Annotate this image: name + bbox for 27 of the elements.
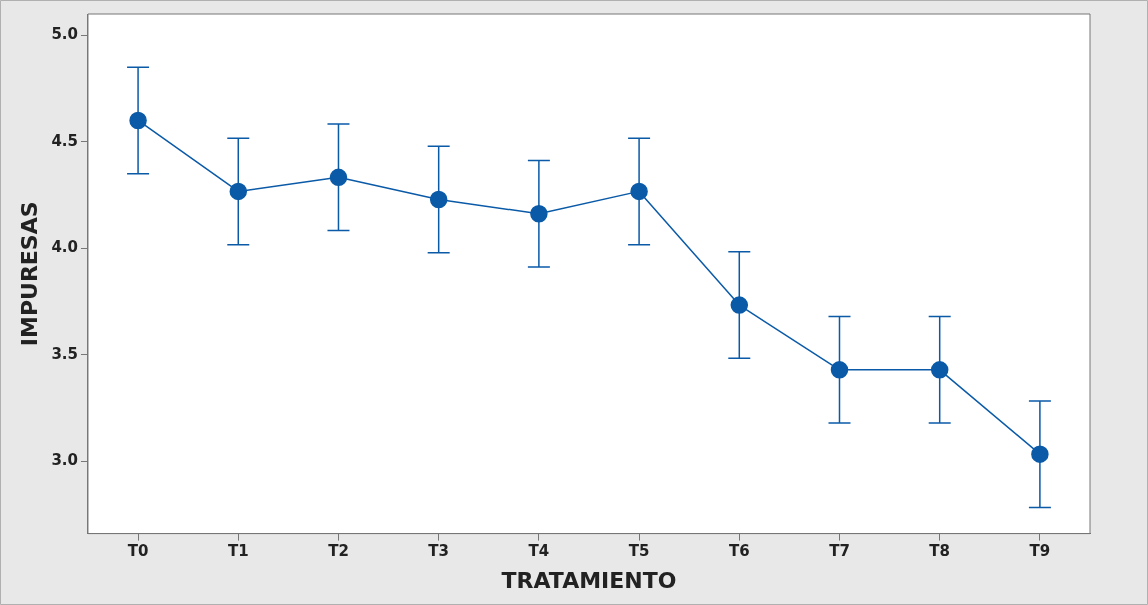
point xyxy=(229,182,248,201)
point xyxy=(429,190,448,209)
point xyxy=(930,361,949,379)
point xyxy=(830,361,849,379)
x-tick-label: T0 xyxy=(127,542,149,561)
x-tick-label: T1 xyxy=(227,542,249,561)
x-tick-label: T2 xyxy=(328,542,349,561)
point xyxy=(730,296,749,314)
x-tick-label: T8 xyxy=(929,542,951,561)
point xyxy=(1031,445,1049,463)
x-tick-label: T5 xyxy=(628,542,650,561)
y-tick-label: 3.5 xyxy=(51,344,78,363)
x-axis-title: TRATAMIENTO xyxy=(501,567,677,593)
x-tick-label: T4 xyxy=(528,542,550,561)
y-tick-label: 4.5 xyxy=(51,131,78,150)
y-tick-label: 5.0 xyxy=(51,25,78,44)
x-tick-label: T7 xyxy=(829,542,850,561)
point xyxy=(630,182,648,201)
point xyxy=(129,111,147,130)
point xyxy=(530,205,548,223)
x-tick-label: T9 xyxy=(1029,542,1051,561)
y-tick-label: 4.0 xyxy=(51,238,78,257)
point xyxy=(329,168,348,187)
y-axis-title: IMPURESAS xyxy=(16,201,42,347)
y-tick-label: 3.0 xyxy=(51,451,78,470)
x-tick-label: T6 xyxy=(728,542,750,561)
x-tick-label: T3 xyxy=(428,542,450,561)
